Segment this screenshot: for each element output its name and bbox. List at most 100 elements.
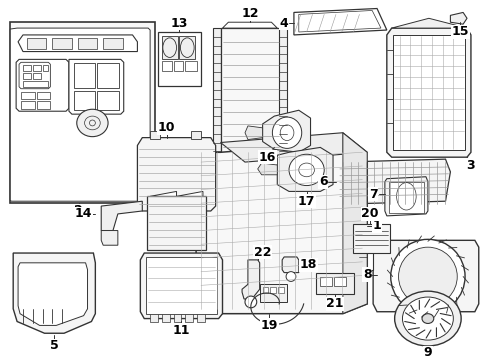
Bar: [185, 61, 197, 71]
Text: 20: 20: [362, 207, 379, 220]
Polygon shape: [101, 230, 118, 245]
Text: 11: 11: [172, 324, 190, 337]
Bar: [392, 35, 465, 150]
Bar: [23, 73, 31, 79]
Ellipse shape: [402, 297, 453, 340]
Text: 15: 15: [451, 26, 469, 39]
Bar: [191, 131, 201, 139]
Text: 14: 14: [75, 207, 93, 220]
Ellipse shape: [289, 154, 324, 185]
Bar: [279, 28, 287, 165]
Polygon shape: [294, 9, 387, 35]
Polygon shape: [392, 18, 467, 28]
Ellipse shape: [394, 291, 461, 346]
Polygon shape: [277, 147, 333, 192]
Polygon shape: [150, 192, 176, 196]
Bar: [179, 36, 195, 59]
Polygon shape: [343, 133, 368, 314]
Text: 4: 4: [280, 17, 289, 30]
Polygon shape: [387, 28, 471, 157]
Bar: [33, 65, 41, 71]
Text: 12: 12: [241, 7, 259, 20]
Text: 18: 18: [300, 258, 317, 271]
Bar: [74, 91, 96, 110]
Text: 16: 16: [259, 151, 276, 164]
Polygon shape: [258, 163, 277, 175]
Bar: [162, 61, 172, 71]
Text: 22: 22: [254, 246, 271, 258]
Bar: [270, 287, 276, 293]
Ellipse shape: [422, 314, 434, 324]
Bar: [21, 92, 35, 99]
Bar: [197, 314, 205, 321]
Text: 7: 7: [369, 188, 377, 201]
Polygon shape: [299, 10, 381, 32]
Bar: [74, 63, 96, 88]
Text: 3: 3: [466, 158, 475, 171]
Bar: [150, 314, 158, 321]
Bar: [353, 224, 390, 253]
Polygon shape: [140, 253, 222, 319]
Text: 17: 17: [298, 195, 316, 208]
Text: 1: 1: [373, 219, 381, 232]
Bar: [147, 196, 206, 250]
Bar: [21, 102, 35, 109]
Bar: [52, 38, 72, 49]
Ellipse shape: [180, 38, 194, 58]
Polygon shape: [19, 62, 50, 89]
Ellipse shape: [286, 272, 296, 282]
Bar: [23, 81, 49, 87]
Polygon shape: [196, 143, 368, 314]
Bar: [213, 28, 220, 165]
Text: 6: 6: [319, 175, 327, 188]
Bar: [98, 91, 119, 110]
Text: 2: 2: [74, 204, 83, 217]
Bar: [317, 273, 354, 294]
Bar: [173, 61, 183, 71]
Ellipse shape: [163, 38, 176, 58]
Bar: [146, 257, 217, 314]
Polygon shape: [373, 240, 479, 312]
Polygon shape: [245, 126, 263, 140]
Bar: [37, 92, 50, 99]
Polygon shape: [242, 260, 260, 299]
Polygon shape: [222, 22, 277, 28]
Bar: [103, 38, 122, 49]
Text: 21: 21: [326, 297, 343, 310]
Bar: [43, 65, 49, 71]
Polygon shape: [220, 133, 368, 162]
Bar: [33, 73, 41, 79]
Polygon shape: [338, 159, 450, 204]
Bar: [389, 182, 424, 213]
Bar: [220, 28, 281, 165]
Polygon shape: [358, 247, 373, 270]
Bar: [23, 65, 31, 71]
Text: 13: 13: [171, 17, 188, 30]
Text: 19: 19: [261, 319, 278, 332]
Bar: [278, 287, 284, 293]
Ellipse shape: [398, 247, 457, 306]
Text: 10: 10: [158, 121, 175, 134]
Text: 5: 5: [50, 339, 59, 352]
Ellipse shape: [272, 117, 302, 148]
Polygon shape: [176, 192, 203, 196]
Polygon shape: [16, 59, 69, 111]
Text: 9: 9: [423, 346, 432, 359]
Polygon shape: [282, 257, 299, 273]
Polygon shape: [13, 253, 96, 333]
Polygon shape: [137, 138, 216, 211]
Polygon shape: [101, 201, 142, 230]
Polygon shape: [450, 13, 467, 24]
Ellipse shape: [391, 239, 465, 314]
Polygon shape: [10, 28, 150, 201]
Ellipse shape: [77, 109, 108, 137]
Polygon shape: [385, 177, 428, 216]
Bar: [10, 22, 155, 203]
Bar: [27, 38, 47, 49]
Bar: [98, 63, 119, 88]
Bar: [162, 314, 170, 321]
Bar: [185, 314, 193, 321]
Bar: [150, 131, 160, 139]
Bar: [162, 36, 177, 59]
Bar: [78, 38, 98, 49]
